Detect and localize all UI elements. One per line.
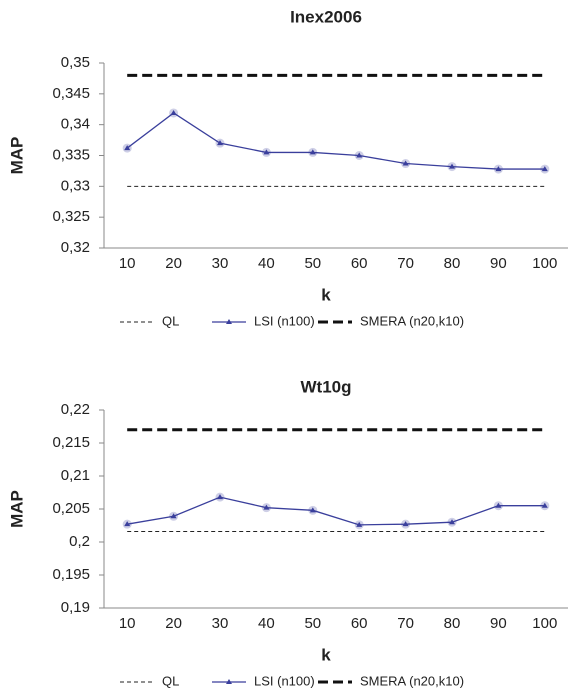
y-tick-label: 0,35 — [61, 54, 90, 71]
data-point — [263, 504, 270, 510]
chart-title: Wt10g — [301, 377, 352, 396]
y-tick-label: 0,205 — [52, 500, 90, 517]
legend-label: SMERA (n20,k10) — [360, 313, 464, 328]
x-tick-label: 50 — [304, 615, 321, 632]
x-tick-label: 40 — [258, 615, 275, 632]
data-point — [309, 507, 316, 513]
y-tick-label: 0,32 — [61, 239, 90, 256]
data-point — [449, 519, 455, 525]
data-point — [402, 160, 409, 166]
y-axis-title: MAP — [7, 137, 26, 175]
y-tick-label: 0,335 — [52, 146, 90, 163]
y-tick-label: 0,19 — [61, 599, 90, 616]
x-axis-title: k — [321, 285, 331, 304]
data-point — [170, 109, 177, 115]
data-point — [495, 502, 502, 508]
x-tick-label: 20 — [165, 615, 182, 632]
data-point — [263, 149, 270, 155]
y-tick-label: 0,195 — [52, 566, 90, 583]
data-point — [124, 521, 131, 527]
x-tick-label: 30 — [212, 255, 229, 272]
chart-title: Inex2006 — [290, 7, 362, 26]
x-tick-label: 40 — [258, 255, 275, 272]
y-tick-label: 0,21 — [61, 467, 90, 484]
series-line — [127, 496, 545, 526]
x-tick-label: 60 — [351, 255, 368, 272]
x-tick-label: 60 — [351, 615, 368, 632]
x-tick-label: 100 — [532, 615, 557, 632]
data-point — [356, 521, 363, 527]
x-tick-label: 70 — [397, 615, 414, 632]
data-point — [541, 166, 548, 172]
x-tick-label: 80 — [444, 615, 461, 632]
y-tick-label: 0,33 — [61, 177, 90, 194]
data-point — [495, 166, 502, 172]
legend-label: QL — [162, 313, 179, 328]
data-point — [309, 149, 316, 155]
x-tick-label: 30 — [212, 615, 229, 632]
x-tick-label: 50 — [304, 255, 321, 272]
x-tick-label: 90 — [490, 255, 507, 272]
x-tick-label: 70 — [397, 255, 414, 272]
data-point — [170, 513, 177, 519]
y-tick-label: 0,2 — [69, 533, 90, 550]
y-tick-label: 0,325 — [52, 208, 90, 225]
y-tick-label: 0,34 — [61, 116, 90, 133]
data-point — [124, 145, 131, 151]
data-point — [356, 152, 363, 158]
data-point — [541, 502, 548, 508]
data-point — [449, 163, 455, 169]
series-line — [126, 112, 545, 170]
x-tick-label: 100 — [532, 255, 557, 272]
x-tick-label: 10 — [119, 255, 136, 272]
x-tick-label: 90 — [490, 615, 507, 632]
x-tick-label: 80 — [444, 255, 461, 272]
legend-marker — [226, 679, 232, 684]
data-point — [217, 140, 223, 146]
data-point — [402, 521, 409, 527]
data-point — [217, 494, 223, 500]
y-tick-label: 0,22 — [61, 401, 90, 418]
y-tick-label: 0,345 — [52, 85, 90, 102]
x-tick-label: 20 — [165, 255, 182, 272]
legend-marker — [226, 319, 232, 324]
legend-label: SMERA (n20,k10) — [360, 673, 464, 688]
y-tick-label: 0,215 — [52, 434, 90, 451]
legend-label: LSI (n100) — [254, 673, 315, 688]
x-axis-title: k — [321, 645, 331, 664]
y-axis-title: MAP — [7, 490, 26, 528]
legend-label: QL — [162, 673, 179, 688]
x-tick-label: 10 — [119, 615, 136, 632]
legend-label: LSI (n100) — [254, 313, 315, 328]
